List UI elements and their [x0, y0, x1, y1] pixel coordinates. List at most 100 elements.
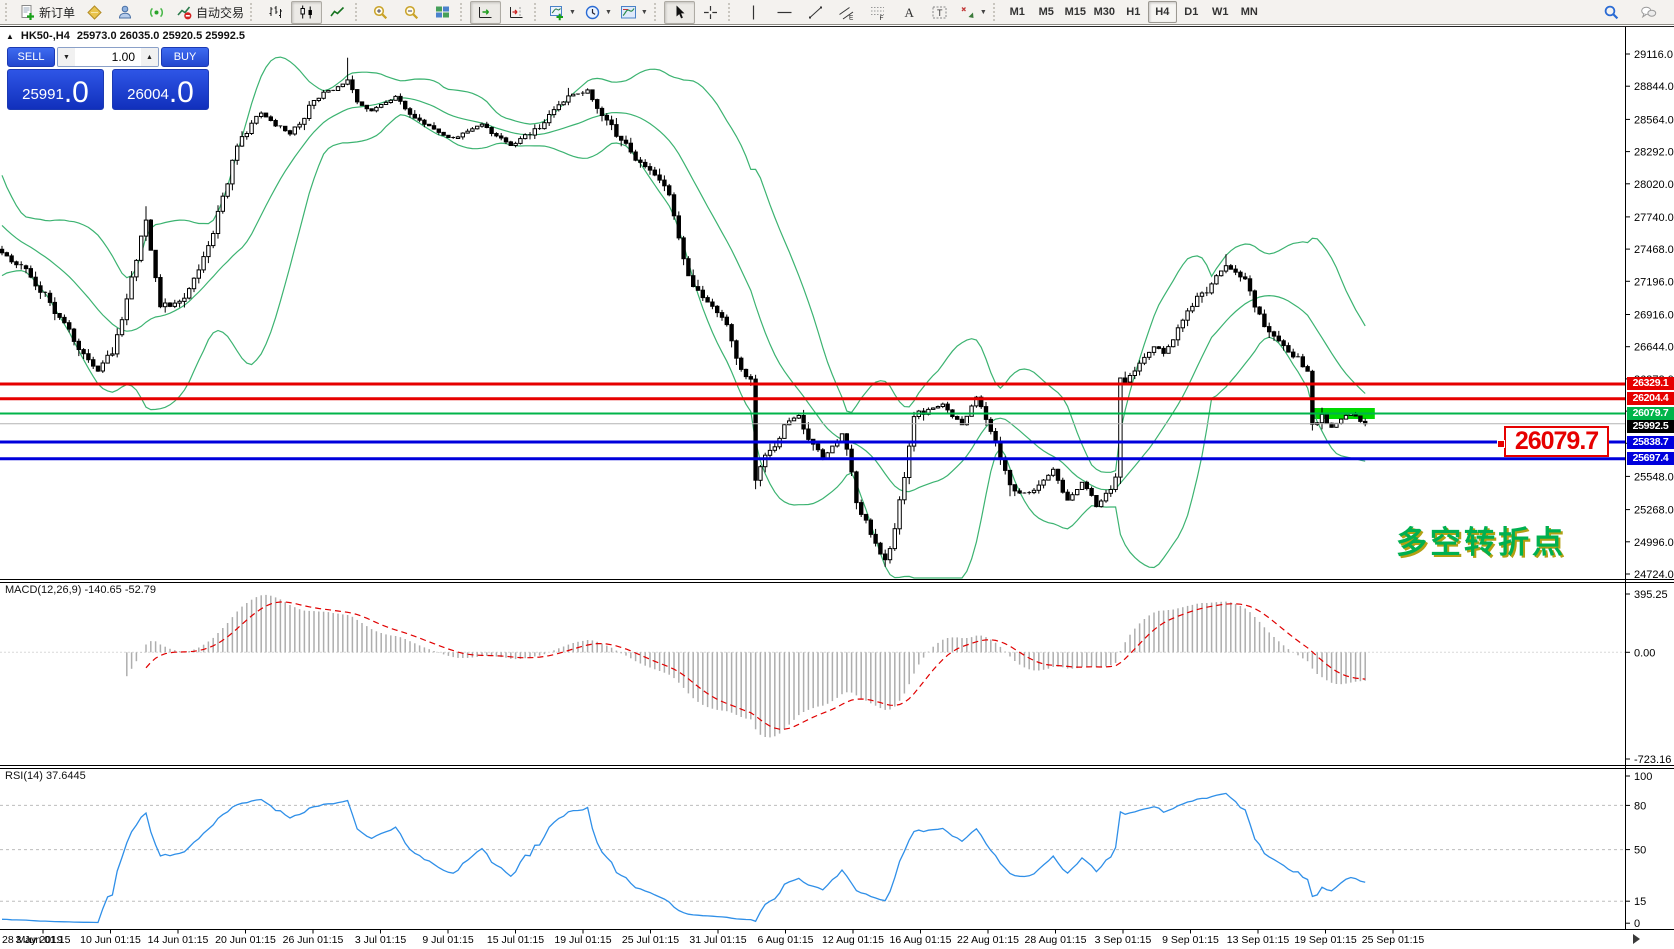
volume-decrease-button[interactable]: ▼	[58, 48, 75, 66]
macd-axis[interactable]: 395.25 0.00 -723.16	[1625, 589, 1671, 766]
svg-text:26 Jun 01:15: 26 Jun 01:15	[283, 934, 344, 946]
depth-of-market-icon	[86, 4, 103, 21]
svg-text:25548.0: 25548.0	[1634, 471, 1674, 483]
trendline-button[interactable]	[800, 1, 831, 24]
new-order-button[interactable]: 新订单	[15, 1, 79, 24]
price-axis[interactable]: 29116.0 28844.0 28564.0 28292.0 28020.0 27740…	[1625, 49, 1674, 581]
svg-text:A: A	[904, 5, 914, 20]
bollinger-bands	[1, 56, 1366, 579]
depth-of-market-button[interactable]	[79, 1, 110, 24]
buy-price-box[interactable]: 26004.0	[112, 69, 209, 110]
crosshair-button[interactable]	[695, 1, 726, 24]
rsi-axis[interactable]: 100 80 50 15 0	[1625, 771, 1652, 930]
fibonacci-retracement-button[interactable]: F	[862, 1, 893, 24]
volume-input[interactable]	[75, 48, 141, 66]
collapse-panel-icon[interactable]: ▲	[6, 31, 14, 41]
svg-text:27468.0: 27468.0	[1634, 244, 1674, 256]
search-button[interactable]	[1596, 1, 1627, 24]
arrow-objects-dropdown-icon[interactable]: ▼	[979, 8, 987, 16]
sell-button[interactable]: SELL	[7, 47, 55, 67]
main-toolbar: 新订单 自动交易 ▼ ▼ ▼ E F A T ▼ M1 M5 M15 M30 H1 H4 D1 W1 MN	[0, 0, 1674, 25]
rsi-indicator-label: RSI(14) 37.6445	[5, 770, 86, 782]
chart-canvas[interactable]: 29116.0 28844.0 28564.0 28292.0 28020.0 27740…	[0, 27, 1674, 949]
svg-text:28 Aug 01:15: 28 Aug 01:15	[1025, 934, 1087, 946]
timeframe-m30-button[interactable]: M30	[1093, 6, 1115, 18]
svg-text:27740.0: 27740.0	[1634, 212, 1674, 224]
pane-separators[interactable]	[0, 27, 1674, 930]
svg-text:15: 15	[1634, 896, 1646, 908]
one-click-trading-panel: SELL ▼ ▲ BUY 25991.0 26004.0	[7, 47, 209, 110]
fast-navigation-arrow-icon[interactable]	[1633, 934, 1640, 944]
candlestick-chart-button[interactable]	[291, 0, 323, 24]
svg-text:0: 0	[1634, 918, 1640, 930]
svg-text:9 Jul 01:15: 9 Jul 01:15	[422, 934, 474, 946]
arrow-objects-button[interactable]: ▼	[955, 1, 991, 24]
text-label-icon: T	[931, 4, 948, 21]
vertical-line-button[interactable]	[738, 1, 769, 24]
line-chart-button[interactable]	[322, 1, 353, 24]
fibonacci-retracement-icon: F	[869, 4, 886, 21]
toolbar-group-grip	[653, 3, 660, 21]
svg-text:29116.0: 29116.0	[1634, 49, 1673, 61]
timeframe-h4-button[interactable]: H4	[1147, 1, 1177, 23]
new-order-label: 新订单	[39, 5, 76, 20]
toolbar-group-grip	[992, 3, 999, 21]
auto-trading-button[interactable]: 自动交易	[172, 1, 248, 24]
zoom-in-button[interactable]	[365, 1, 396, 24]
zoom-out-button[interactable]	[396, 1, 427, 24]
trendline-icon	[807, 4, 824, 21]
line-chart-icon	[329, 4, 346, 21]
level-lines[interactable]	[0, 382, 1625, 461]
horizontal-line-button[interactable]	[769, 1, 800, 24]
price-callout-label[interactable]: 26079.7	[1504, 426, 1609, 457]
cursor-button[interactable]	[663, 0, 695, 24]
svg-text:26916.0: 26916.0	[1634, 310, 1674, 322]
svg-text:28844.0: 28844.0	[1634, 81, 1674, 93]
new-chart-dropdown-icon[interactable]: ▼	[569, 8, 576, 16]
chart-shift-button[interactable]	[501, 1, 532, 24]
svg-text:19 Sep 01:15: 19 Sep 01:15	[1294, 934, 1357, 946]
auto-scroll-button[interactable]	[470, 0, 502, 24]
text-button[interactable]: A	[893, 1, 924, 24]
timeframe-m5-button[interactable]: M5	[1038, 6, 1054, 18]
bar-chart-icon	[267, 4, 284, 21]
auto-scroll-icon	[477, 4, 494, 21]
buy-button[interactable]: BUY	[161, 47, 209, 67]
timeframe-h1-button[interactable]: H1	[1126, 6, 1141, 18]
volume-increase-button[interactable]: ▲	[141, 48, 158, 66]
timeframe-d1-button[interactable]: D1	[1184, 6, 1199, 18]
equidistant-channel-button[interactable]: E	[831, 1, 862, 24]
macd-indicator-label: MACD(12,26,9) -140.65 -52.79	[5, 584, 157, 596]
chart-annotation-text[interactable]: 多空转折点	[1396, 525, 1566, 560]
templates-button[interactable]: ▼	[616, 1, 652, 24]
templates-dropdown-icon[interactable]: ▼	[640, 8, 648, 16]
timeframe-m1-button[interactable]: M1	[1009, 6, 1025, 18]
text-label-button[interactable]: T	[924, 1, 955, 24]
candlestick-chart-icon	[298, 4, 315, 21]
candles-layer	[0, 57, 1368, 567]
svg-text:28564.0: 28564.0	[1634, 114, 1674, 126]
symbol-period-label: HK50-,H4	[20, 30, 70, 42]
callout-anchor-marker[interactable]	[1497, 440, 1505, 448]
tile-windows-button[interactable]	[427, 1, 458, 24]
chart-window[interactable]: 29116.0 28844.0 28564.0 28292.0 28020.0 27740…	[0, 26, 1674, 949]
svg-text:28292.0: 28292.0	[1634, 147, 1674, 159]
mql5-community-button[interactable]	[110, 1, 141, 24]
timeframe-m15-button[interactable]: M15	[1064, 6, 1086, 18]
rsi-pane	[0, 792, 1625, 924]
bar-chart-button[interactable]	[260, 1, 291, 24]
svg-text:13 Sep 01:15: 13 Sep 01:15	[1227, 934, 1290, 946]
periods-button[interactable]: ▼	[580, 1, 616, 24]
signals-button[interactable]	[141, 1, 172, 24]
svg-text:T: T	[937, 8, 943, 18]
sell-price-box[interactable]: 25991.0	[7, 69, 104, 110]
new-chart-button[interactable]: ▼	[544, 1, 580, 24]
periods-dropdown-icon[interactable]: ▼	[604, 8, 612, 16]
chat-button[interactable]	[1633, 1, 1664, 24]
ohlc-values: 25973.0 26035.0 25920.5 25992.5	[76, 30, 246, 42]
svg-text:80: 80	[1634, 800, 1646, 812]
timeframe-mn-button[interactable]: MN	[1240, 6, 1258, 18]
timeframe-w1-button[interactable]: W1	[1212, 6, 1229, 18]
